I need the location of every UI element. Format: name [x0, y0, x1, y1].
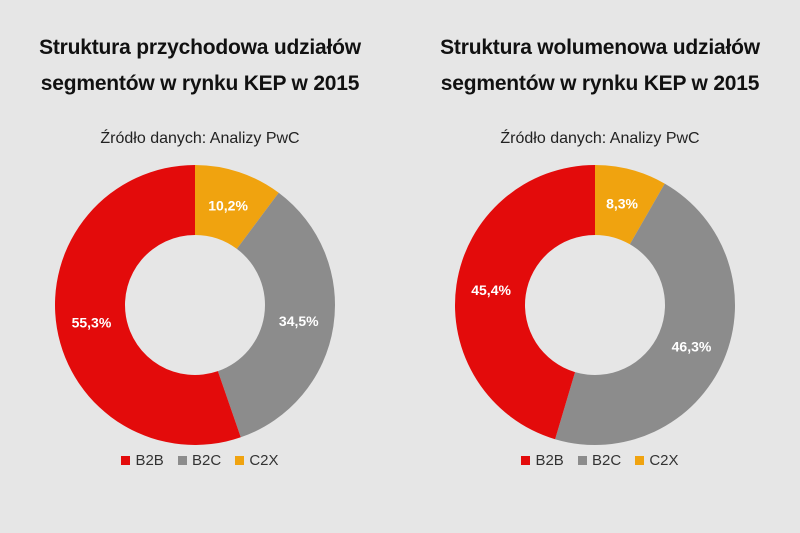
- legend-label-b2b: B2B: [135, 452, 164, 469]
- data-label-b2c: 34,5%: [279, 313, 319, 329]
- slice-c2x: [595, 165, 665, 245]
- legend-swatch-b2c: [177, 456, 187, 465]
- slice-b2b: [454, 165, 595, 440]
- data-label-c2x: 8,3%: [606, 196, 638, 212]
- chart-legend: B2B B2C C2X: [400, 452, 800, 469]
- legend-label-c2x: C2X: [249, 452, 279, 469]
- legend-label-c2x: C2X: [649, 452, 679, 469]
- slice-c2x: [195, 165, 279, 249]
- legend-swatch-b2b: [521, 456, 531, 465]
- legend-item-b2c: B2C: [177, 452, 222, 469]
- chart-legend: B2B B2C C2X: [0, 452, 400, 469]
- legend-label-b2c: B2C: [191, 452, 222, 469]
- chart-source: Źródło danych: Analizy PwC: [100, 130, 300, 147]
- legend-item-c2x: C2X: [235, 452, 279, 469]
- chart-title: Struktura wolumenowa udziałów segmentów …: [400, 30, 800, 102]
- chart-panel-revenue: Struktura przychodowa udziałów segmentów…: [0, 30, 400, 469]
- data-label-b2c: 46,3%: [672, 338, 712, 354]
- data-label-b2b: 55,3%: [72, 314, 112, 330]
- data-label-b2b: 45,4%: [471, 282, 511, 298]
- legend-swatch-b2c: [577, 456, 587, 465]
- chart-source: Źródło danych: Analizy PwC: [500, 130, 700, 147]
- chart-title-line-2: segmentów w rynku KEP w 2015: [440, 72, 760, 95]
- legend-item-c2x: C2X: [635, 452, 679, 469]
- slice-b2c: [555, 183, 735, 445]
- chart-panel-volume: Struktura wolumenowa udziałów segmentów …: [400, 0, 800, 533]
- legend-item-b2b: B2B: [521, 452, 564, 469]
- chart-title-line-2: segmentów w rynku KEP w 2015: [40, 72, 360, 95]
- donut-chart-revenue: 10,2% 34,5% 55,3%: [55, 165, 336, 445]
- legend-swatch-c2x: [235, 456, 245, 465]
- chart-title-line-1: Struktura wolumenowa udziałów: [440, 36, 760, 59]
- donut-chart-volume: 8,3% 46,3% 45,4%: [454, 165, 735, 445]
- legend-label-b2b: B2B: [535, 452, 564, 469]
- chart-title-line-1: Struktura przychodowa udziałów: [39, 36, 361, 59]
- slice-b2b: [55, 165, 241, 445]
- legend-label-b2c: B2C: [591, 452, 622, 469]
- legend-item-b2b: B2B: [121, 452, 164, 469]
- legend-item-b2c: B2C: [577, 452, 622, 469]
- slice-b2c: [217, 192, 336, 438]
- data-label-c2x: 10,2%: [208, 197, 248, 213]
- chart-title: Struktura przychodowa udziałów segmentów…: [0, 30, 400, 102]
- legend-swatch-c2x: [635, 456, 645, 465]
- legend-swatch-b2b: [121, 456, 131, 465]
